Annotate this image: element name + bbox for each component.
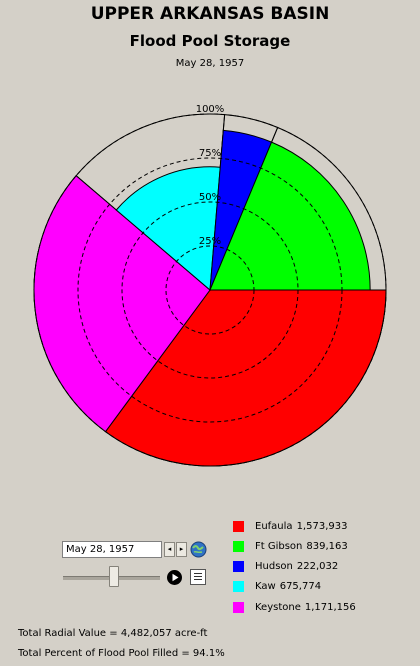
- legend-label: Eufaula: [255, 520, 293, 532]
- date-field[interactable]: [62, 541, 162, 558]
- total-percent-number: 94.1%: [192, 648, 225, 659]
- legend-item: Kaw 675,774: [233, 577, 356, 597]
- legend-item: Keystone 1,171,156: [233, 597, 356, 617]
- legend-value: 1,573,933: [296, 520, 348, 532]
- report-button[interactable]: [190, 569, 206, 585]
- legend-swatch: [233, 601, 244, 613]
- slice-kaw: [115, 166, 221, 292]
- legend-label: Keystone: [255, 601, 301, 613]
- legend-item: Eufaula 1,573,933: [233, 516, 356, 536]
- globe-icon: [190, 541, 207, 558]
- play-icon: [167, 570, 182, 585]
- radial-gridline: [121, 201, 299, 379]
- total-radial-label: Total Radial Value =: [18, 628, 118, 639]
- legend-swatch: [233, 520, 244, 532]
- radial-gridline: [33, 113, 387, 467]
- radial-tick-label: 75%: [199, 148, 221, 159]
- legend-value: 675,774: [279, 581, 322, 593]
- total-radial-unit: acre-ft: [174, 628, 208, 639]
- total-radial-value: Total Radial Value = 4,482,057 acre-ft: [18, 628, 207, 639]
- total-radial-number: 4,482,057: [120, 628, 172, 639]
- chart-subtitle: Flood Pool Storage: [129, 32, 291, 50]
- total-percent-label: Total Percent of Flood Pool Filled =: [18, 648, 190, 659]
- legend-label: Kaw: [255, 581, 276, 593]
- chart-date: May 28, 1957: [175, 58, 245, 69]
- legend-label: Hudson: [255, 561, 293, 573]
- radial-tick-label: 100%: [196, 104, 225, 115]
- globe-button[interactable]: [190, 541, 207, 558]
- next-date-button[interactable]: ▸: [176, 542, 187, 557]
- radial-gridline: [165, 245, 255, 335]
- legend-value: 222,032: [296, 561, 339, 573]
- chart-title: UPPER ARKANSAS BASIN: [90, 4, 330, 24]
- play-button[interactable]: [166, 569, 183, 586]
- pie-chart: 25% 50% 75% 100%: [33, 104, 387, 467]
- legend-value: 1,171,156: [304, 601, 356, 613]
- radial-tick-label: 50%: [199, 192, 221, 203]
- legend-swatch: [233, 561, 244, 573]
- total-percent-filled: Total Percent of Flood Pool Filled = 94.…: [18, 648, 225, 659]
- legend-swatch: [233, 581, 244, 593]
- timeline-slider-thumb[interactable]: [109, 566, 119, 587]
- radial-gridline: [77, 157, 343, 423]
- legend: Eufaula 1,573,933 Ft Gibson 839,163 Huds…: [233, 516, 356, 617]
- previous-date-button[interactable]: ◂: [164, 542, 175, 557]
- legend-swatch: [233, 540, 244, 552]
- legend-value: 839,163: [306, 540, 348, 552]
- legend-label: Ft Gibson: [255, 540, 303, 552]
- legend-item: Hudson 222,032: [233, 557, 356, 577]
- chevron-right-icon: ▸: [179, 545, 184, 553]
- radial-tick-label: 25%: [199, 236, 221, 247]
- slice-ft-gibson: [209, 141, 371, 291]
- chevron-left-icon: ◂: [167, 545, 172, 553]
- legend-item: Ft Gibson 839,163: [233, 536, 356, 556]
